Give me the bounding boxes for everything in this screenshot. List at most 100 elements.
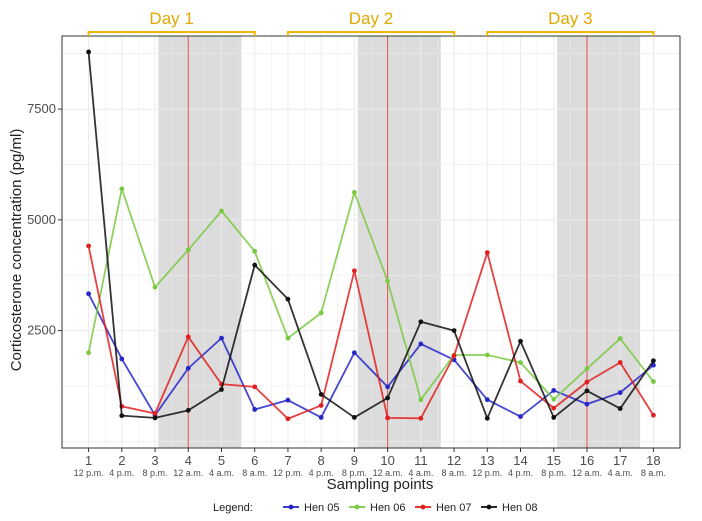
legend: Legend: Hen 05 Hen 06 Hen 07 Hen 08 xyxy=(213,502,537,514)
y-tick-label: 5000 xyxy=(27,212,56,227)
data-point xyxy=(418,415,424,421)
series-hen-05 xyxy=(86,291,656,420)
x-time-label: 12 a.m. xyxy=(572,468,602,478)
data-point xyxy=(518,338,523,344)
x-time-label: 12 p.m. xyxy=(472,468,502,478)
data-point xyxy=(617,390,623,396)
legend-swatch-point xyxy=(420,504,426,510)
data-point xyxy=(551,405,557,411)
x-time-label: 4 a.m. xyxy=(608,468,633,478)
data-point xyxy=(285,416,291,422)
series-line xyxy=(87,51,655,420)
legend-item: Hen 08 xyxy=(481,502,537,514)
data-point xyxy=(86,49,91,55)
data-point xyxy=(219,335,224,341)
x-tick-label: 11 xyxy=(414,453,428,468)
data-point xyxy=(651,379,656,384)
y-axis-ticks: 2500 5000 7500 xyxy=(27,101,62,338)
x-time-label: 8 p.m. xyxy=(143,468,168,478)
data-point xyxy=(351,415,357,420)
data-point xyxy=(119,356,125,362)
data-point xyxy=(185,334,191,340)
x-tick-label: 16 xyxy=(580,453,594,468)
day-brackets: Day 1 Day 2 Day 3 xyxy=(87,9,655,36)
legend-title: Legend: xyxy=(213,502,253,514)
data-point xyxy=(518,378,523,384)
night-bands xyxy=(158,36,641,448)
x-tick-label: 15 xyxy=(547,453,561,468)
data-point xyxy=(418,319,424,325)
midnight-lines xyxy=(187,36,588,448)
series-group xyxy=(86,49,656,422)
night-band-1 xyxy=(158,36,242,448)
day-bracket-2: Day 2 xyxy=(286,9,456,36)
data-point xyxy=(351,350,357,356)
legend-item: Hen 06 xyxy=(349,502,405,514)
x-time-label: 8 a.m. xyxy=(442,468,467,478)
x-time-label: 8 a.m. xyxy=(641,468,666,478)
x-axis-title: Sampling points xyxy=(327,476,434,493)
data-point xyxy=(484,415,490,421)
data-point xyxy=(86,243,91,249)
data-point xyxy=(285,397,291,403)
y-axis-title: Corticosterone concentration (pg/ml) xyxy=(8,129,25,372)
x-time-label: 12 p.m. xyxy=(273,468,303,478)
data-point xyxy=(551,415,557,420)
data-point xyxy=(318,391,324,397)
y-tick-label: 2500 xyxy=(27,323,56,338)
x-axis-ticks: 112 p.m.24 p.m.38 p.m.412 a.m.54 a.m.68 … xyxy=(74,448,666,478)
x-time-label: 4 p.m. xyxy=(109,468,134,478)
x-time-label: 4 p.m. xyxy=(508,468,533,478)
data-point xyxy=(185,365,191,371)
data-point xyxy=(617,360,623,365)
data-point xyxy=(418,341,424,347)
x-time-label: 12 a.m. xyxy=(373,468,403,478)
series-line xyxy=(87,187,655,401)
x-tick-label: 8 xyxy=(318,453,325,468)
x-time-label: 4 a.m. xyxy=(209,468,234,478)
plot-border xyxy=(61,35,681,449)
data-point xyxy=(219,208,224,214)
data-point xyxy=(584,366,590,372)
data-point xyxy=(584,401,590,407)
data-point xyxy=(484,397,490,403)
x-time-label: 8 p.m. xyxy=(342,468,367,478)
legend-swatch-point xyxy=(354,504,360,510)
x-tick-label: 13 xyxy=(480,453,494,468)
x-tick-label: 4 xyxy=(185,453,192,468)
data-point xyxy=(484,250,490,256)
data-point xyxy=(318,310,324,316)
x-tick-label: 12 xyxy=(447,453,461,468)
data-point xyxy=(451,353,457,359)
data-point xyxy=(351,268,357,274)
x-tick-label: 10 xyxy=(380,453,394,468)
x-tick-label: 9 xyxy=(351,453,358,468)
data-point xyxy=(152,284,158,290)
data-point xyxy=(617,336,623,341)
data-point xyxy=(451,328,457,334)
data-point xyxy=(252,262,258,268)
data-point xyxy=(86,291,91,297)
data-point xyxy=(152,411,158,416)
day-label: Day 3 xyxy=(548,9,592,28)
data-point xyxy=(484,352,490,358)
data-point xyxy=(651,412,656,418)
x-tick-label: 2 xyxy=(118,453,125,468)
x-tick-label: 14 xyxy=(513,453,527,468)
data-point xyxy=(418,397,424,403)
legend-label: Hen 07 xyxy=(436,502,471,514)
data-point xyxy=(318,403,324,408)
data-point xyxy=(651,358,656,364)
data-point xyxy=(285,296,291,302)
data-point xyxy=(351,189,357,195)
data-point xyxy=(385,384,391,390)
day-label: Day 2 xyxy=(349,9,393,28)
data-point xyxy=(584,379,590,385)
series-line xyxy=(87,293,654,419)
day-label: Day 1 xyxy=(149,9,193,28)
data-point xyxy=(518,360,523,365)
y-tick-label: 7500 xyxy=(27,101,56,116)
x-tick-label: 7 xyxy=(284,453,291,468)
x-time-label: 8 p.m. xyxy=(541,468,566,478)
